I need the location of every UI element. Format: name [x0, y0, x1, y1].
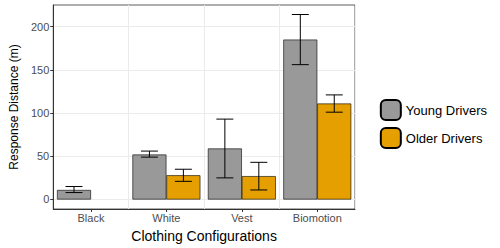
- svg-text:100: 100: [31, 107, 49, 119]
- svg-text:Response Distance (m): Response Distance (m): [7, 44, 21, 169]
- svg-text:0: 0: [43, 193, 49, 205]
- svg-text:50: 50: [37, 150, 49, 162]
- svg-text:200: 200: [31, 21, 49, 33]
- svg-text:Vest: Vest: [231, 212, 252, 224]
- svg-text:Black: Black: [78, 212, 105, 224]
- svg-text:Clothing Configurations: Clothing Configurations: [131, 228, 277, 244]
- svg-text:Biomotion: Biomotion: [293, 212, 342, 224]
- svg-text:Older Drivers: Older Drivers: [406, 131, 483, 146]
- svg-text:White: White: [152, 212, 180, 224]
- svg-text:150: 150: [31, 64, 49, 76]
- svg-text:Young Drivers: Young Drivers: [406, 103, 488, 118]
